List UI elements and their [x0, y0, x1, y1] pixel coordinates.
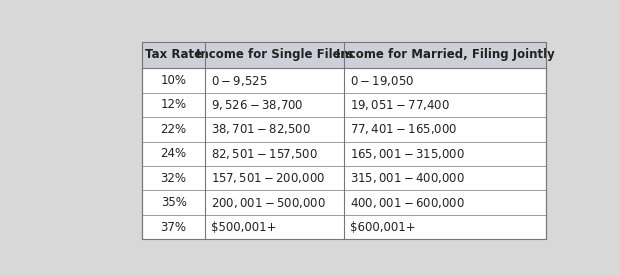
- Text: $82,501-$157,500: $82,501-$157,500: [211, 147, 317, 161]
- Bar: [143, 42, 546, 239]
- Text: 24%: 24%: [161, 147, 187, 160]
- Text: $400,001-$600,000: $400,001-$600,000: [350, 196, 465, 210]
- Bar: [143, 42, 546, 239]
- Text: 12%: 12%: [161, 99, 187, 112]
- Text: 37%: 37%: [161, 221, 187, 233]
- Text: $0-$19,050: $0-$19,050: [350, 73, 414, 87]
- Text: Income for Single Filers: Income for Single Filers: [196, 49, 353, 62]
- Text: $19,051-$77,400: $19,051-$77,400: [350, 98, 450, 112]
- Text: 32%: 32%: [161, 172, 187, 185]
- Text: $500,001+: $500,001+: [211, 221, 276, 233]
- Text: $165,001-$315,000: $165,001-$315,000: [350, 147, 465, 161]
- Text: $77,401-$165,000: $77,401-$165,000: [350, 122, 458, 136]
- Text: 22%: 22%: [161, 123, 187, 136]
- Bar: [143, 42, 546, 68]
- Text: Income for Married, Filing Jointly: Income for Married, Filing Jointly: [335, 49, 554, 62]
- Text: Tax Rate: Tax Rate: [145, 49, 202, 62]
- Text: $200,001-$500,000: $200,001-$500,000: [211, 196, 326, 210]
- Text: $600,001+: $600,001+: [350, 221, 415, 233]
- Text: $0-$9,525: $0-$9,525: [211, 73, 267, 87]
- Text: $38,701-$82,500: $38,701-$82,500: [211, 122, 311, 136]
- Text: 35%: 35%: [161, 196, 187, 209]
- Text: 10%: 10%: [161, 74, 187, 87]
- Text: $157,501-$200,000: $157,501-$200,000: [211, 171, 325, 185]
- Text: $9,526-$38,700: $9,526-$38,700: [211, 98, 303, 112]
- Text: $315,001-$400,000: $315,001-$400,000: [350, 171, 465, 185]
